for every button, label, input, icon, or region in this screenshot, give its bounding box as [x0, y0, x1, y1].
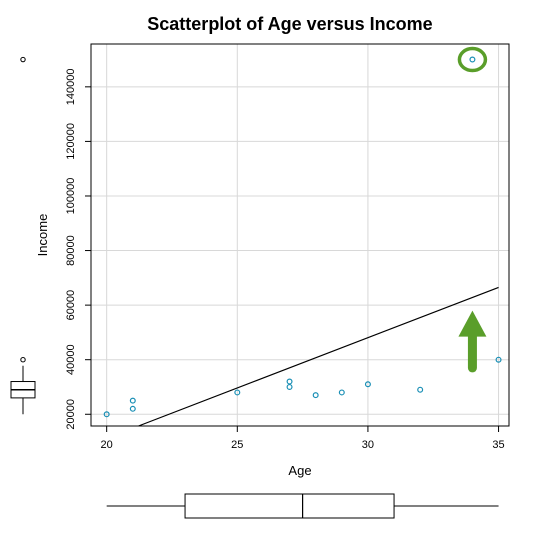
- plot-frame: [90, 43, 510, 427]
- y-boxplot-outlier: [20, 56, 26, 63]
- data-point: [312, 392, 319, 399]
- grid-lines: [91, 44, 509, 426]
- y-tick-label: 140000: [65, 68, 77, 105]
- data-point: [286, 378, 293, 385]
- y-tick-label: 40000: [65, 344, 77, 375]
- data-point: [469, 56, 476, 63]
- x-tick-label: 35: [492, 439, 504, 451]
- x-tick-label: 30: [362, 439, 374, 451]
- regression-line: [138, 286, 499, 427]
- data-point: [364, 381, 371, 388]
- y-axis-label: Income: [35, 214, 50, 257]
- x-boxplot: [106, 493, 499, 519]
- highlight-group: [457, 46, 488, 373]
- data-point: [129, 397, 136, 404]
- outlier-highlight-circle: [457, 46, 488, 73]
- y-boxplot-outlier: [20, 356, 26, 363]
- regression-line-group: [138, 286, 499, 427]
- x-tick-label: 25: [231, 439, 243, 451]
- data-point: [129, 405, 136, 412]
- y-tick-label: 60000: [65, 290, 77, 321]
- y-boxplot: [10, 56, 36, 415]
- data-point: [234, 389, 241, 396]
- x-axis-label: Age: [288, 463, 311, 478]
- data-point: [286, 383, 293, 390]
- x-tick-label: 20: [101, 439, 113, 451]
- data-point: [103, 411, 110, 418]
- chart-title: Scatterplot of Age versus Income: [147, 14, 432, 34]
- y-tick-label: 120000: [65, 123, 77, 160]
- y-axis-ticks: 20000 40000 60000 80000 100000 120000 140000: [65, 68, 91, 430]
- data-points: [103, 56, 502, 418]
- y-tick-label: 80000: [65, 235, 77, 266]
- y-tick-label: 20000: [65, 399, 77, 430]
- data-point: [338, 389, 345, 396]
- data-point: [417, 386, 424, 393]
- x-axis-ticks: 20 25 30 35: [101, 426, 505, 451]
- y-tick-label: 100000: [65, 178, 77, 215]
- x-boxplot-box: [184, 493, 395, 519]
- arrow-head: [458, 310, 487, 337]
- data-point: [495, 356, 502, 363]
